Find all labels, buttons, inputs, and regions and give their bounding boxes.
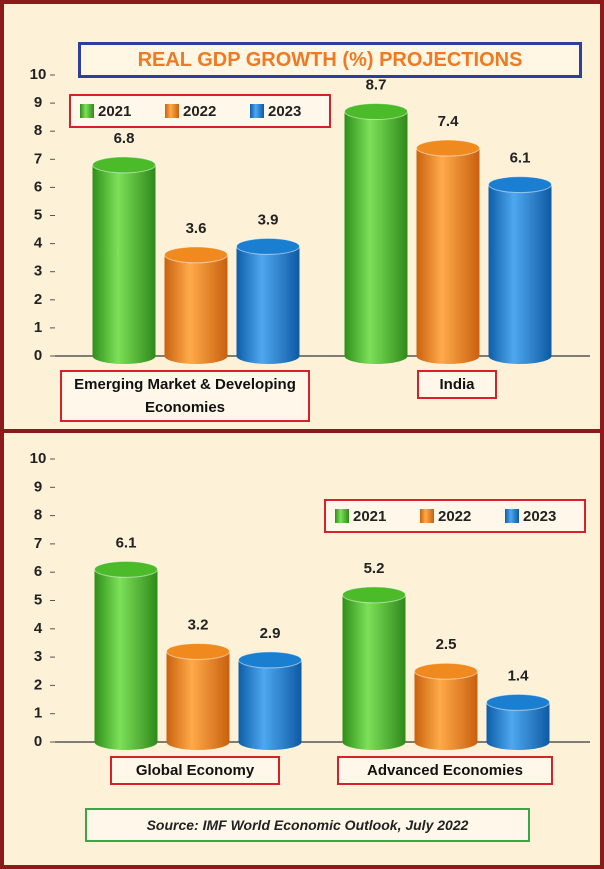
value-label: 6.8 bbox=[114, 130, 135, 147]
legend-label: 2022 bbox=[183, 103, 216, 120]
y-tick-label: 3 bbox=[34, 648, 42, 665]
bar bbox=[164, 254, 228, 356]
bar-cap bbox=[344, 103, 408, 121]
y-tick-label: 1 bbox=[34, 705, 42, 722]
legend-swatch bbox=[420, 509, 434, 523]
legend-box bbox=[324, 499, 586, 533]
y-tick-label: 4 bbox=[34, 235, 43, 252]
x-category-label: Advanced Economies bbox=[337, 756, 553, 785]
bar bbox=[414, 671, 478, 742]
legend-swatch bbox=[505, 509, 519, 523]
y-tick-label: 6 bbox=[34, 178, 42, 195]
bar-cap bbox=[416, 139, 480, 157]
bar-base bbox=[342, 734, 406, 750]
y-tick-label: 10 bbox=[30, 66, 47, 83]
y-tick-label: 4 bbox=[34, 620, 43, 637]
y-tick-label: 1 bbox=[34, 319, 42, 336]
y-tick-label: 8 bbox=[34, 507, 42, 524]
bar bbox=[488, 184, 552, 356]
bar-base bbox=[238, 734, 302, 750]
bar bbox=[342, 594, 406, 742]
y-tick-label: 0 bbox=[34, 733, 42, 750]
y-tick-label: 0 bbox=[34, 347, 42, 364]
legend-label: 2021 bbox=[353, 508, 386, 525]
bar-base bbox=[344, 348, 408, 364]
legend-swatch bbox=[80, 104, 94, 118]
value-label: 2.9 bbox=[260, 625, 281, 642]
bar-cap bbox=[92, 156, 156, 174]
value-label: 3.9 bbox=[258, 211, 279, 228]
value-label: 6.1 bbox=[116, 534, 137, 551]
legend-swatch bbox=[335, 509, 349, 523]
legend-label: 2022 bbox=[438, 508, 471, 525]
bar-base bbox=[416, 348, 480, 364]
value-label: 8.7 bbox=[366, 76, 387, 93]
y-tick-label: 7 bbox=[34, 535, 42, 552]
legend-swatch bbox=[165, 104, 179, 118]
bar-cap bbox=[238, 651, 302, 669]
value-label: 3.6 bbox=[186, 220, 207, 237]
value-label: 5.2 bbox=[364, 560, 385, 577]
y-tick-label: 2 bbox=[34, 676, 42, 693]
y-tick-label: 6 bbox=[34, 563, 42, 580]
y-tick-label: 9 bbox=[34, 94, 42, 111]
value-label: 2.5 bbox=[436, 636, 457, 653]
chart-title: REAL GDP GROWTH (%) PROJECTIONS bbox=[78, 42, 582, 78]
value-label: 3.2 bbox=[188, 616, 209, 633]
value-label: 7.4 bbox=[438, 113, 460, 130]
bar-base bbox=[486, 734, 550, 750]
y-tick-label: 2 bbox=[34, 291, 42, 308]
bar bbox=[92, 164, 156, 356]
value-label: 1.4 bbox=[508, 667, 530, 684]
x-category-label: Emerging Market & Developing Economies bbox=[60, 370, 310, 422]
bar bbox=[94, 569, 158, 742]
bar-cap bbox=[414, 662, 478, 680]
bar-base bbox=[236, 348, 300, 364]
x-category-label: Global Economy bbox=[110, 756, 280, 785]
legend-label: 2021 bbox=[98, 103, 131, 120]
y-tick-label: 5 bbox=[34, 591, 42, 608]
bar-base bbox=[488, 348, 552, 364]
bar-cap bbox=[488, 176, 552, 194]
legend-label: 2023 bbox=[268, 103, 301, 120]
bar-cap bbox=[94, 560, 158, 578]
y-tick-label: 9 bbox=[34, 478, 42, 495]
y-tick-label: 8 bbox=[34, 122, 42, 139]
bar bbox=[344, 111, 408, 356]
value-label: 6.1 bbox=[510, 150, 531, 167]
bar-cap bbox=[164, 246, 228, 264]
bar-base bbox=[164, 348, 228, 364]
legend-label: 2023 bbox=[523, 508, 556, 525]
y-tick-label: 5 bbox=[34, 206, 42, 223]
x-category-label: India bbox=[417, 370, 497, 399]
y-tick-label: 7 bbox=[34, 150, 42, 167]
bar bbox=[416, 148, 480, 356]
y-tick-label: 3 bbox=[34, 263, 42, 280]
bar-cap bbox=[166, 642, 230, 660]
bar-cap bbox=[342, 586, 406, 604]
bar bbox=[236, 246, 300, 356]
bar-base bbox=[92, 348, 156, 364]
bar-cap bbox=[486, 693, 550, 711]
bar-base bbox=[414, 734, 478, 750]
bar bbox=[238, 659, 302, 742]
legend-swatch bbox=[250, 104, 264, 118]
legend-box bbox=[69, 94, 331, 128]
source-note: Source: IMF World Economic Outlook, July… bbox=[85, 808, 530, 842]
y-tick-label: 10 bbox=[30, 450, 47, 467]
bar-base bbox=[166, 734, 230, 750]
bar-base bbox=[94, 734, 158, 750]
bar bbox=[166, 651, 230, 742]
bar-cap bbox=[236, 237, 300, 255]
